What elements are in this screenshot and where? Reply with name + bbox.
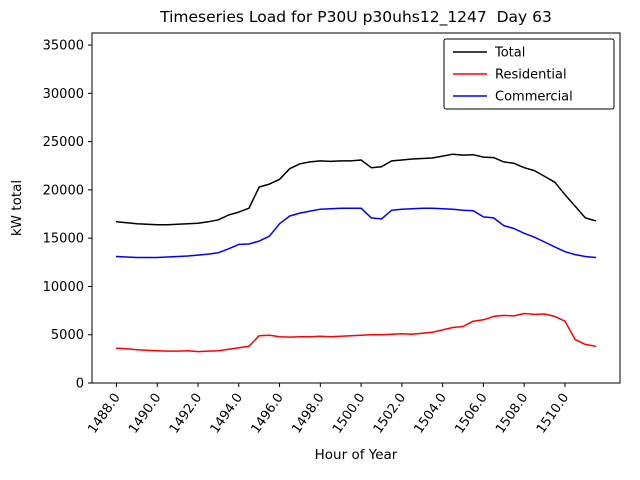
y-axis-ticks: 0 5000 10000 15000 20000 25000 30000 35000 (43, 39, 92, 392)
y-axis-label: kW total (9, 180, 25, 236)
y-tick-label: 15000 (43, 232, 84, 247)
x-axis-label: Hour of Year (315, 447, 398, 463)
series-line-commercial (115, 207, 597, 259)
legend-label-residential: Residential (495, 68, 567, 83)
x-tick-label: 1498.0 (289, 391, 327, 437)
y-tick-label: 10000 (43, 280, 84, 295)
legend: Total Residential Commercial (443, 38, 615, 110)
y-tick-label: 20000 (43, 183, 84, 198)
x-tick-label: 1508.0 (493, 391, 531, 437)
x-tick-label: 1502.0 (371, 391, 409, 437)
series-line-total (115, 153, 597, 226)
y-tick-label: 35000 (43, 39, 84, 54)
x-tick-label: 1506.0 (452, 391, 490, 437)
chart-title: Timeseries Load for P30U p30uhs12_1247 D… (159, 8, 552, 27)
x-tick-label: 1510.0 (534, 391, 572, 437)
series-line-residential (115, 312, 597, 353)
x-tick-label: 1504.0 (412, 391, 450, 437)
x-axis-ticks: 1488.0 1490.0 1492.0 1494.0 1496.0 1498.0 1500… (85, 383, 572, 437)
y-tick-label: 5000 (51, 328, 84, 343)
x-tick-label: 1496.0 (248, 391, 286, 437)
x-tick-label: 1500.0 (330, 391, 368, 437)
x-tick-label: 1492.0 (167, 391, 205, 437)
x-tick-label: 1494.0 (208, 391, 246, 437)
y-tick-label: 0 (76, 377, 84, 392)
x-tick-label: 1490.0 (126, 391, 164, 437)
y-tick-label: 25000 (43, 135, 84, 150)
legend-label-total: Total (494, 46, 525, 61)
series-lines (115, 153, 597, 353)
legend-frame (443, 38, 615, 110)
legend-label-commercial: Commercial (495, 90, 573, 105)
y-tick-label: 30000 (43, 87, 84, 102)
x-tick-label: 1488.0 (85, 391, 123, 437)
